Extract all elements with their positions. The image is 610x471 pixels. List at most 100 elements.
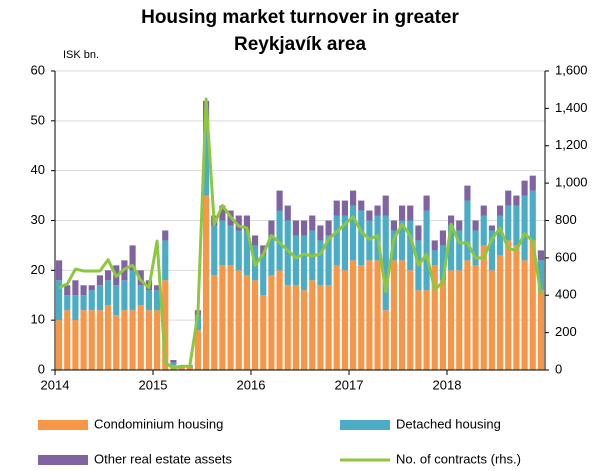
bar-segment (358, 210, 365, 266)
bar-segment (464, 200, 471, 261)
bar-segment (88, 290, 95, 311)
bar-segment (72, 295, 79, 321)
bar-segment (472, 230, 479, 266)
x-tick-label: 2014 (41, 377, 70, 392)
bar-segment (243, 215, 250, 231)
bar-segment (260, 255, 267, 296)
bar-segment (480, 205, 487, 216)
bar-segment (350, 205, 357, 261)
bar-segment (219, 220, 226, 266)
bar-segment (390, 260, 397, 370)
bar-segment (521, 260, 528, 370)
bar-segment (211, 225, 218, 276)
bar-segment (276, 270, 283, 370)
bar-segment (284, 220, 291, 286)
bar-segment (211, 275, 218, 370)
bar-segment (252, 280, 259, 370)
bar-segment (521, 180, 528, 196)
y2-tick-label: 1,400 (555, 100, 588, 115)
bar-segment (423, 195, 430, 211)
bar-segment (350, 260, 357, 370)
bar-segment (431, 240, 438, 251)
bar-segment (121, 280, 128, 311)
bar-segment (56, 320, 63, 370)
y-tick-label: 50 (31, 112, 45, 127)
bar-segment (317, 240, 324, 286)
bar-segment (497, 205, 504, 216)
y2-tick-label: 0 (555, 361, 562, 376)
bar-segment (309, 280, 316, 370)
bar-segment (154, 285, 161, 291)
bar-segment (154, 310, 161, 370)
bar-segment (235, 215, 242, 231)
y-axis-unit: ISK bn. (63, 49, 99, 61)
bar-segment (137, 285, 144, 306)
y-tick-label: 10 (31, 312, 45, 327)
bar-segment (317, 225, 324, 241)
bar-segment (480, 245, 487, 370)
bar-segment (80, 285, 87, 296)
bar-segment (235, 230, 242, 271)
bar-segment (80, 310, 87, 370)
bar-segment (219, 205, 226, 221)
bar-segment (64, 295, 71, 311)
bar-segment (366, 260, 373, 370)
bar-segment (96, 310, 103, 370)
bar-segment (268, 220, 275, 236)
bar-segment (284, 205, 291, 221)
bar-segment (301, 220, 308, 236)
bar-segment (105, 280, 112, 306)
bar-segment (203, 130, 210, 196)
bar-segment (448, 215, 455, 226)
bar-segment (170, 360, 177, 363)
bar-segment (252, 235, 259, 246)
bar-segment (415, 290, 422, 370)
bar-segment (456, 220, 463, 231)
bar-segment (194, 330, 201, 370)
bar-segment (80, 295, 87, 311)
bar-segment (268, 275, 275, 370)
bar-segment (366, 210, 373, 221)
bar-segment (407, 270, 414, 370)
bar-segment (529, 175, 536, 191)
y2-tick-label: 1,000 (555, 175, 588, 190)
y-tick-label: 30 (31, 212, 45, 227)
bar-segment (276, 210, 283, 271)
y2-tick-label: 200 (555, 324, 577, 339)
bar-segment (333, 215, 340, 266)
bar-segment (382, 310, 389, 370)
bar-segment (170, 362, 177, 366)
bar-segment (407, 220, 414, 271)
bar-segment (456, 270, 463, 370)
bar-segment (439, 280, 446, 370)
bar-segment (407, 205, 414, 221)
bar-segment (227, 265, 234, 370)
bar-segment (505, 190, 512, 206)
bar-segment (137, 305, 144, 370)
bar-segment (96, 275, 103, 286)
bar-segment (374, 260, 381, 370)
bar-segment (382, 215, 389, 311)
bar-segment (513, 195, 520, 206)
bar-segment (488, 225, 495, 231)
bar-segment (439, 230, 446, 246)
bar-segment (529, 190, 536, 241)
bar-segment (423, 290, 430, 370)
bar-segment (162, 280, 169, 370)
bar-segment (129, 245, 136, 271)
bar-segment (513, 245, 520, 370)
bar-segment (301, 235, 308, 291)
bar-segment (464, 185, 471, 201)
y2-tick-label: 600 (555, 249, 577, 264)
legend-label: No. of contracts (rhs.) (396, 451, 521, 466)
bar-segment (268, 235, 275, 276)
bar-segment (113, 285, 120, 316)
bar-segment (162, 230, 169, 241)
x-tick-label: 2017 (335, 377, 364, 392)
bar-segment (497, 215, 504, 256)
bar-segment (105, 270, 112, 281)
x-tick-label: 2016 (237, 377, 266, 392)
bar-segment (325, 220, 332, 236)
bar-segment (382, 195, 389, 216)
bar-segment (72, 280, 79, 296)
